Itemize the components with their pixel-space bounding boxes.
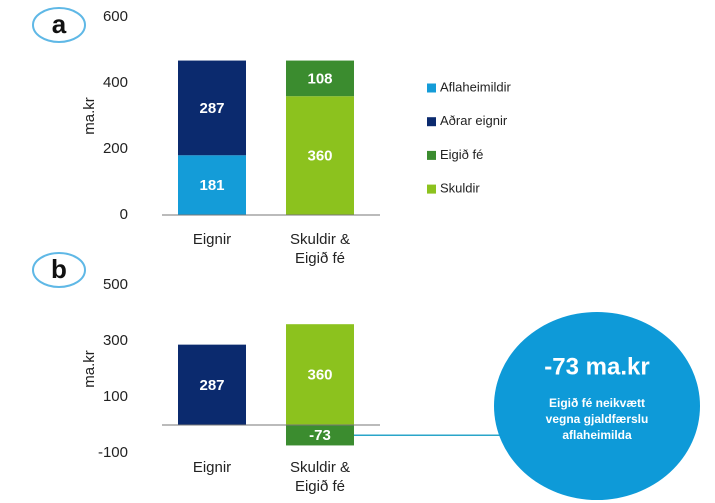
y-tick-label: 600 xyxy=(103,8,128,25)
legend-swatch xyxy=(427,184,436,194)
y-axis-label: ma.kr xyxy=(81,350,98,388)
legend-label: Skuldir xyxy=(440,181,480,196)
y-tick-label: -100 xyxy=(98,444,128,461)
x-tick-label: Skuldir & Eigið fé xyxy=(289,459,351,495)
data-label: -73 xyxy=(309,427,331,444)
bar xyxy=(178,344,246,425)
panel-label: a xyxy=(52,9,67,39)
data-label: 360 xyxy=(307,367,332,384)
bar xyxy=(286,324,354,425)
legend-label: Eigið fé xyxy=(440,147,483,162)
annotation-text: Eigið fé neikvætt xyxy=(549,396,645,410)
bar xyxy=(178,60,246,156)
x-tick-label: Skuldir & Eigið fé xyxy=(289,231,351,267)
bar xyxy=(178,155,246,215)
y-tick-label: 500 xyxy=(103,276,128,293)
legend-swatch xyxy=(427,117,436,127)
x-tick-label: Eignir xyxy=(192,459,232,476)
annotation-text: aflaheimilda xyxy=(562,428,632,442)
legend-swatch xyxy=(427,83,436,93)
y-tick-label: 200 xyxy=(103,140,128,157)
annotation-bubble xyxy=(494,312,700,500)
y-axis-label: ma.kr xyxy=(81,97,98,135)
panel-badge xyxy=(32,252,86,288)
legend-label: Aðrar eignir xyxy=(440,113,508,128)
x-tick-label: Eignir xyxy=(192,231,232,248)
bar xyxy=(286,60,354,97)
legend-swatch xyxy=(427,150,436,160)
y-tick-label: 400 xyxy=(103,74,128,91)
panel-label: b xyxy=(51,254,67,284)
annotation-text: vegna gjaldfærslu xyxy=(546,412,649,426)
bar xyxy=(286,96,354,215)
legend-label: Aflaheimildir xyxy=(440,79,511,94)
annotation-title: -73 ma.kr xyxy=(544,353,649,380)
y-tick-label: 100 xyxy=(103,388,128,405)
data-label: 108 xyxy=(307,70,332,87)
data-label: 287 xyxy=(199,100,224,117)
data-label: 360 xyxy=(307,148,332,165)
y-tick-label: 0 xyxy=(120,206,128,223)
y-tick-label: 300 xyxy=(103,332,128,349)
bar xyxy=(286,425,354,446)
data-label: 181 xyxy=(199,177,224,194)
panel-badge xyxy=(32,7,86,43)
data-label: 287 xyxy=(199,377,224,394)
